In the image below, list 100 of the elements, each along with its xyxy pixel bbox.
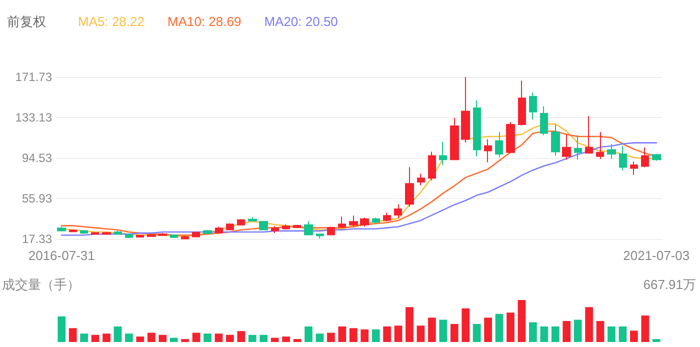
bar: [652, 339, 660, 342]
bar: [338, 326, 346, 342]
bar: [416, 326, 425, 342]
candlestick: [203, 230, 212, 234]
candlestick: [641, 146, 649, 168]
bar: [551, 326, 560, 342]
y-tick-label: 133.13: [15, 110, 52, 124]
candlestick: [181, 235, 189, 240]
candlestick: [136, 234, 144, 238]
candlestick: [69, 228, 77, 233]
bar: [226, 334, 234, 342]
bar: [372, 329, 380, 342]
candlestick: [372, 217, 380, 224]
bar: [260, 334, 268, 342]
bar: [327, 332, 335, 342]
y-tick-label: 94.53: [22, 151, 52, 165]
bar: [540, 326, 548, 342]
text: MA20: 20.50: [264, 14, 338, 29]
bar: [472, 324, 481, 342]
bar: [585, 307, 593, 342]
candlestick: [192, 232, 200, 238]
bar: [293, 339, 302, 342]
bar: [136, 336, 144, 342]
candlestick: [114, 230, 122, 235]
bar: [214, 334, 223, 342]
candlestick: [327, 226, 335, 236]
candlestick: [619, 145, 627, 172]
candlestick: [226, 222, 234, 231]
bar: [406, 307, 414, 342]
candlestick: [102, 232, 111, 235]
candlestick: [518, 80, 526, 126]
bar: [349, 328, 358, 342]
candlestick: [360, 217, 369, 227]
bar: [462, 308, 470, 342]
y-tick-label: 171.73: [15, 70, 52, 84]
bar: [450, 324, 458, 342]
bar: [125, 334, 133, 342]
bar: [562, 321, 571, 342]
chart-title: 前复权: [7, 14, 46, 29]
bar: [383, 326, 391, 342]
candlestick: [293, 224, 301, 229]
candlestick: [596, 132, 604, 160]
bar: [518, 300, 526, 342]
candlestick: [338, 216, 346, 228]
bar: [394, 326, 402, 342]
candlestick: [529, 92, 537, 120]
bar: [248, 334, 256, 342]
candlestick: [147, 234, 156, 238]
candlestick: [439, 141, 447, 166]
candlestick: [248, 216, 257, 222]
candlestick: [574, 134, 582, 160]
candlestick: [394, 204, 402, 219]
candlestick: [506, 122, 515, 154]
y-axis-title: 成交量（手）: [2, 277, 80, 292]
bar: [270, 338, 279, 342]
bar: [158, 334, 167, 342]
candlestick: [349, 215, 358, 227]
x-tick-label: 2016-07-31: [28, 248, 95, 263]
candlestick: [158, 232, 167, 236]
bar: [147, 332, 156, 342]
bar: [484, 318, 492, 342]
candlestick: [473, 100, 481, 157]
candlestick: [237, 218, 245, 226]
bar: [68, 328, 77, 342]
bar: [114, 326, 122, 342]
bar: [608, 326, 616, 342]
candlestick: [652, 154, 661, 162]
candlestick: [91, 232, 99, 235]
bar: [192, 332, 200, 342]
bar: [596, 321, 604, 342]
bar: [304, 326, 312, 342]
candlestick: [551, 124, 560, 156]
bar: [641, 316, 650, 342]
bar: [630, 330, 638, 342]
bar: [360, 329, 369, 342]
bar: [529, 322, 537, 342]
candlestick: [484, 138, 492, 163]
candlestick: [304, 220, 313, 236]
bar: [506, 312, 514, 342]
bar: [282, 336, 290, 342]
bar: [439, 320, 448, 342]
candlestick: [405, 166, 414, 208]
bar: [204, 334, 212, 342]
candlestick: [125, 233, 133, 238]
candlestick: [495, 132, 503, 158]
candlestick: [562, 134, 571, 160]
bar: [428, 318, 436, 342]
bar: [170, 338, 178, 342]
y-tick-label: 17.33: [22, 232, 52, 246]
candlestick: [540, 106, 548, 136]
candlestick: [428, 151, 436, 181]
bar: [102, 334, 110, 342]
text: MA10: 28.69: [167, 14, 242, 29]
bar: [237, 331, 246, 342]
candlestick: [417, 173, 425, 186]
candlestick: [585, 116, 593, 154]
candlestick: [316, 233, 324, 239]
bar: [58, 316, 66, 342]
candlestick: [80, 230, 88, 234]
candlestick: [282, 224, 290, 230]
